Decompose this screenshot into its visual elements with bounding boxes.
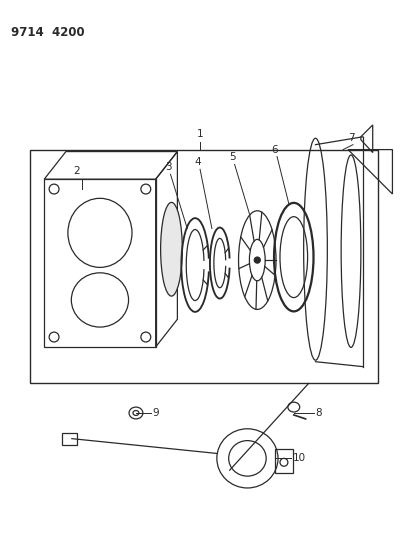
Ellipse shape (161, 203, 182, 296)
Text: 4: 4 (195, 157, 201, 167)
Text: 1: 1 (197, 129, 203, 139)
Text: 3: 3 (165, 162, 172, 172)
Text: 8: 8 (316, 408, 322, 418)
Text: 7: 7 (348, 133, 354, 143)
Text: 9: 9 (153, 408, 159, 418)
Text: 2: 2 (73, 166, 80, 176)
Text: 10: 10 (293, 454, 306, 463)
Text: 9714  4200: 9714 4200 (11, 26, 84, 39)
Text: 5: 5 (229, 152, 236, 163)
Circle shape (254, 257, 260, 263)
Text: 6: 6 (272, 144, 278, 155)
